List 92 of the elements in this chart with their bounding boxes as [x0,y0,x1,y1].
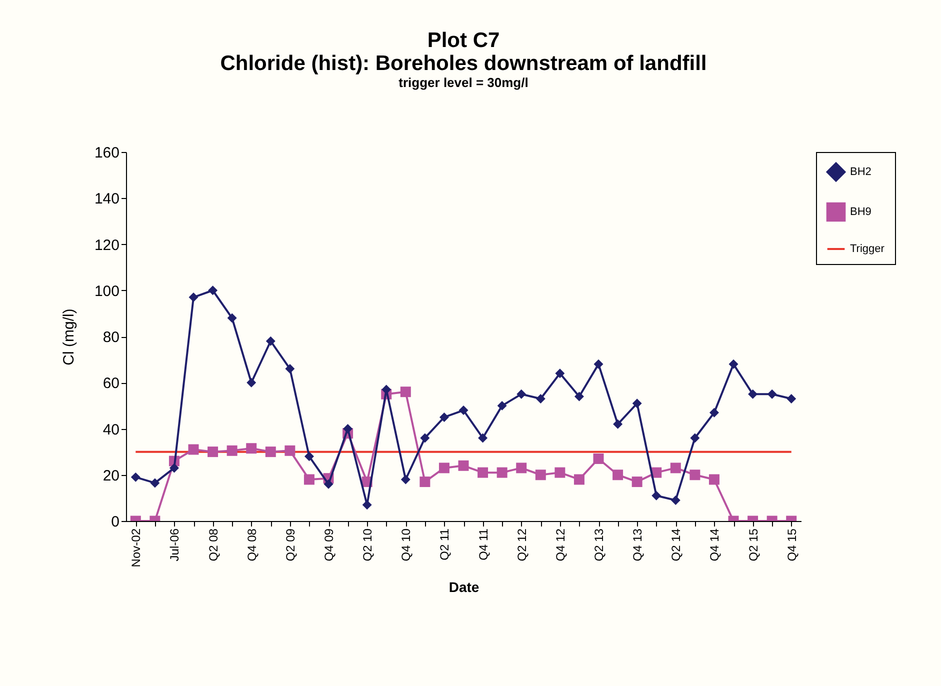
legend-label: BH9 [850,206,872,218]
point [786,394,796,404]
point [594,359,604,369]
point [169,463,179,473]
x-tick-label: Q2 10 [360,528,375,562]
y-tick-label: 60 [102,375,120,392]
y-tick-label: 100 [94,282,120,300]
x-tick-label: Q2 13 [592,528,606,562]
x-tick-label: Q4 12 [553,528,568,562]
point [382,384,392,394]
x-tick-label: Q4 11 [476,528,490,560]
x-tick-label: Jul-06 [168,528,182,562]
x-tick-label: Q4 09 [322,528,336,562]
point [458,460,469,471]
point [708,474,720,485]
point [709,408,719,418]
x-tick-label: Q4 14 [708,528,722,562]
point [748,389,758,399]
x-tick-label: Q2 15 [746,528,760,562]
point [420,476,430,488]
x-tick-label: Q4 10 [399,528,414,562]
point [632,398,642,408]
point [554,467,566,478]
x-tick-label: Q4 15 [784,528,799,562]
point [478,467,488,478]
point [728,359,738,369]
point [246,443,257,454]
point [188,444,199,455]
point [652,490,662,500]
point [458,406,468,416]
point [130,472,140,482]
point [304,474,314,485]
point [188,292,198,302]
point [304,452,314,462]
x-tick-label: Nov-02 [129,528,144,568]
point [246,378,256,388]
point [343,424,353,434]
point [496,467,508,478]
point [285,364,295,374]
point [478,433,488,443]
point [670,496,680,505]
point [438,462,450,474]
y-tick-label: 80 [102,329,120,346]
point [208,286,218,296]
point [439,412,449,422]
point [226,445,238,456]
point [612,470,624,480]
legend-label: Trigger [850,243,885,255]
x-tick-label: Q2 08 [206,528,220,562]
chart-subtitle: trigger level = 30mg/l [398,75,528,90]
point [555,368,565,378]
point [208,446,218,458]
y-tick-label: 20 [102,467,120,484]
point [767,389,777,399]
point [284,445,296,456]
legend-label: BH2 [850,166,872,178]
y-axis-title: Cl (mg/l) [60,308,78,366]
point [670,462,681,474]
point [420,433,430,443]
y-tick-label: 140 [94,190,120,208]
x-tick-label: Q4 08 [244,528,259,562]
point [324,479,334,489]
point [497,400,507,410]
x-tick-label: Q2 12 [514,528,529,562]
point [400,474,410,484]
point [536,394,546,404]
point [574,474,584,485]
x-axis-title: Date [448,579,480,596]
chart-title: Plot C7 Chloride (hist): Boreholes downstream of landfill [220,29,707,75]
point [632,476,642,488]
point [516,389,526,399]
point [690,433,700,443]
point [400,386,411,398]
point [690,470,700,480]
x-tick-label: Q4 13 [630,528,645,562]
point [266,336,276,346]
y-tick-label: 120 [94,236,120,254]
y-tick-label: 160 [94,144,120,162]
y-tick-label: 40 [102,421,120,438]
x-tick-label: Q2 11 [438,528,452,560]
x-tick-label: Q2 14 [669,528,684,562]
x-tick-label: Q2 09 [283,528,298,562]
y-tick-label: 0 [111,514,120,530]
point [613,419,623,429]
point [227,313,237,323]
point [535,470,546,480]
point [265,446,276,458]
point [593,453,604,464]
point [362,500,372,510]
point [574,392,584,402]
point [150,478,160,488]
point [516,462,527,474]
